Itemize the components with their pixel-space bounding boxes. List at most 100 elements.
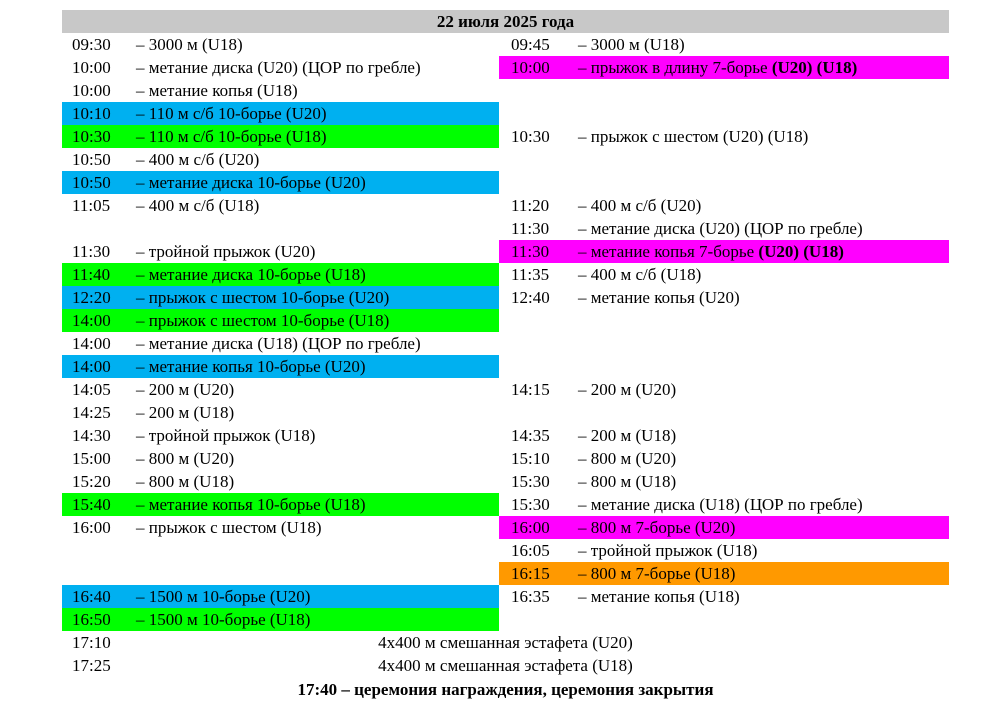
event-time: 11:20 [511, 196, 550, 215]
event-text: – тройной прыжок (U18) [136, 426, 316, 445]
schedule-row: 14:00 – метание диска (U18) (ЦОР по гребл… [62, 332, 949, 355]
event-time: 14:05 [72, 380, 111, 399]
event-time: 11:30 [511, 242, 550, 261]
event-description: – 400 м с/б (U20) [136, 148, 259, 171]
event-description: – 400 м с/б (U20) [578, 194, 701, 217]
event-description: – 200 м (U20) [136, 378, 234, 401]
event-description: – тройной прыжок (U18) [136, 424, 315, 447]
left-session-entry: 14:00 – прыжок с шестом 10-борье (U18) [62, 309, 499, 332]
closing-ceremony-line: 17:40 – церемония награждения, церемония… [297, 680, 714, 699]
schedule-row: 16:50 – 1500 м 10-борье (U18) [62, 608, 949, 631]
event-description: – тройной прыжок (U20) [136, 240, 315, 263]
schedule-row: 14:00 – метание копья 10-борье (U20) [62, 355, 949, 378]
event-text: – 110 м с/б 10-борье (U20) [136, 104, 327, 123]
event-description: – 800 м (U18) [578, 470, 676, 493]
left-session-entry: 11:30 – тройной прыжок (U20) [62, 240, 499, 263]
event-description: – прыжок с шестом 10-борье (U20) [136, 286, 389, 309]
event-text: – прыжок с шестом 10-борье (U20) [136, 288, 390, 307]
event-time: 12:20 [72, 288, 111, 307]
event-description: – 400 м с/б (U18) [136, 194, 259, 217]
schedule-row: 15:20 – 800 м (U18) 15:30 – 800 м (U18) [62, 470, 949, 493]
event-text: – метание копья 10-борье (U20) [136, 357, 366, 376]
event-time: 16:40 [72, 587, 111, 606]
relay-entry: 17:10 4х400 м смешанная эстафета (U20) [62, 631, 949, 654]
right-session-entry: 11:30 – метание диска (U20) (ЦОР по гребл… [499, 217, 949, 240]
event-age-groups-bold: (U20) (U18) [758, 242, 844, 261]
event-description: – тройной прыжок (U18) [578, 539, 757, 562]
event-description: – прыжок с шестом (U18) [136, 516, 322, 539]
right-session-entry: 11:20 – 400 м с/б (U20) [499, 194, 949, 217]
event-time: 15:30 [511, 495, 550, 514]
schedule-row: 16:00 – прыжок с шестом (U18) 16:00 – 800 м… [62, 516, 949, 539]
event-time: 11:40 [72, 265, 111, 284]
event-text: – 1500 м 10-борье (U18) [136, 610, 311, 629]
left-session-entry: 15:40 – метание копья 10-борье (U18) [62, 493, 499, 516]
schedule-row: 10:50 – 400 м с/б (U20) [62, 148, 949, 171]
event-description: – 110 м с/б 10-борье (U18) [136, 125, 327, 148]
event-description: 4х400 м смешанная эстафета (U20) [62, 631, 949, 654]
event-description: – метание копья 10-борье (U18) [136, 493, 366, 516]
event-text: – метание копья 7-борье [578, 242, 759, 261]
event-time: 15:30 [511, 472, 550, 491]
event-description: – 1500 м 10-борье (U18) [136, 608, 310, 631]
right-session-entry: 14:15 – 200 м (U20) [499, 378, 949, 401]
event-time: 16:50 [72, 610, 111, 629]
event-description: – метание диска 10-борье (U18) [136, 263, 366, 286]
event-time: 10:00 [72, 58, 111, 77]
event-text: – 800 м 7-борье (U18) [578, 564, 736, 583]
event-description: – 3000 м (U18) [578, 33, 685, 56]
schedule-rows: 09:30 – 3000 м (U18) 09:45 – 3000 м (U18) 10… [62, 33, 949, 677]
event-description: – прыжок с шестом 10-борье (U18) [136, 309, 389, 332]
right-session-entry: 15:30 – метание диска (U18) (ЦОР по гребл… [499, 493, 949, 516]
event-text: – 800 м (U18) [578, 472, 677, 491]
event-text: – 200 м (U18) [578, 426, 677, 445]
event-time: 10:50 [72, 173, 111, 192]
event-time: 14:15 [511, 380, 550, 399]
event-description: – метание копья 10-борье (U20) [136, 355, 366, 378]
event-time: 09:45 [511, 35, 550, 54]
event-text: – 400 м с/б (U20) [578, 196, 702, 215]
event-time: 14:35 [511, 426, 550, 445]
left-session-entry: 14:25 – 200 м (U18) [62, 401, 499, 424]
event-time: 14:30 [72, 426, 111, 445]
event-text: – 800 м (U20) [578, 449, 677, 468]
left-session-entry: 15:00 – 800 м (U20) [62, 447, 499, 470]
event-text: – 400 м с/б (U18) [136, 196, 260, 215]
event-text: – метание диска (U18) (ЦОР по гребле) [578, 495, 863, 514]
event-description: – 800 м 7-борье (U18) [578, 562, 735, 585]
event-text: – 1500 м 10-борье (U20) [136, 587, 311, 606]
event-time: 10:50 [72, 150, 111, 169]
event-description: – прыжок с шестом (U20) (U18) [578, 125, 808, 148]
event-text: – метание диска (U18) (ЦОР по гребле) [136, 334, 421, 353]
event-description: – метание диска (U18) (ЦОР по гребле) [136, 332, 421, 355]
event-time: 15:00 [72, 449, 111, 468]
event-time: 11:05 [72, 196, 111, 215]
schedule-row: 16:15 – 800 м 7-борье (U18) [62, 562, 949, 585]
event-description: – 200 м (U18) [578, 424, 676, 447]
schedule-row: 17:10 4х400 м смешанная эстафета (U20) [62, 631, 949, 654]
event-time: 10:30 [72, 127, 111, 146]
event-text: – 400 м с/б (U18) [578, 265, 702, 284]
event-text: – 200 м (U18) [136, 403, 235, 422]
relay-entry: 17:25 4х400 м смешанная эстафета (U18) [62, 654, 949, 677]
event-description: – 800 м (U20) [136, 447, 234, 470]
event-time: 14:00 [72, 311, 111, 330]
event-description: – 200 м (U20) [578, 378, 676, 401]
left-session-entry: 10:00 – метание диска (U20) (ЦОР по гребл… [62, 56, 499, 79]
schedule-row: 11:30 – метание диска (U20) (ЦОР по гребл… [62, 217, 949, 240]
left-session-entry: 14:30 – тройной прыжок (U18) [62, 424, 499, 447]
event-description: – метание копья (U20) [578, 286, 740, 309]
event-text: – метание диска (U20) (ЦОР по гребле) [136, 58, 421, 77]
event-time: 14:00 [72, 357, 111, 376]
event-description: – метание диска (U20) (ЦОР по гребле) [578, 217, 863, 240]
event-description: – 800 м 7-борье (U20) [578, 516, 735, 539]
schedule-row: 14:05 – 200 м (U20) 14:15 – 200 м (U20) [62, 378, 949, 401]
left-session-entry: 16:00 – прыжок с шестом (U18) [62, 516, 499, 539]
event-text: – 200 м (U20) [136, 380, 235, 399]
event-description: – метание копья (U18) [136, 79, 298, 102]
left-session-entry: 10:50 – метание диска 10-борье (U20) [62, 171, 499, 194]
schedule-row: 11:05 – 400 м с/б (U18) 11:20 – 400 м с/б (… [62, 194, 949, 217]
event-text: – 400 м с/б (U20) [136, 150, 260, 169]
event-time: 16:05 [511, 541, 550, 560]
event-text: – метание диска (U20) (ЦОР по гребле) [578, 219, 863, 238]
